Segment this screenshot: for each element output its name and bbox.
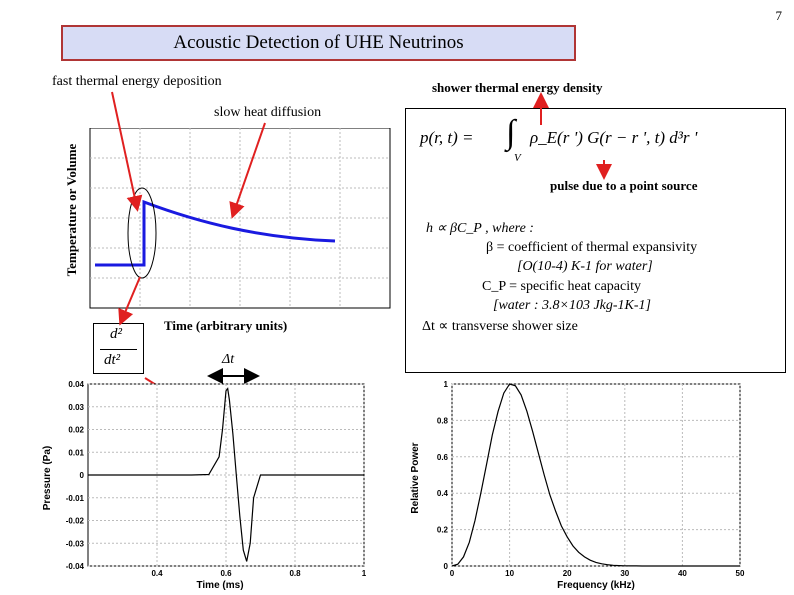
x-tick-label: 30 xyxy=(620,569,629,578)
page-number: 7 xyxy=(775,8,783,23)
y-tick-label: -0.03 xyxy=(66,539,85,548)
temperature-axis-label: Temperature or Volume xyxy=(64,143,79,277)
pressure-x-label: Time (ms) xyxy=(196,580,243,590)
shower-density-label: shower thermal energy density xyxy=(432,80,603,95)
y-tick-label: -0.02 xyxy=(66,517,85,526)
y-tick-label: 0.2 xyxy=(437,526,449,535)
x-tick-label: 1 xyxy=(362,569,367,578)
pressure-y-label: Pressure (Pa) xyxy=(42,446,53,510)
x-tick-label: 0 xyxy=(450,569,455,578)
pressure-series-line xyxy=(88,387,364,562)
x-tick-label: 10 xyxy=(505,569,514,578)
y-tick-label: 0.03 xyxy=(68,403,84,412)
info-line: [O(10-4) K-1 for water] xyxy=(517,259,653,274)
y-tick-label: 0 xyxy=(80,471,85,480)
info-line: β = coefficient of thermal expansivity xyxy=(486,240,698,255)
delta-t-label: Δt xyxy=(222,352,235,367)
x-tick-label: 40 xyxy=(678,569,687,578)
fast-deposition-label: fast thermal energy deposition xyxy=(52,74,222,89)
time-axis-label: Time (arbitrary units) xyxy=(164,318,288,333)
spectrum-series-line xyxy=(451,383,740,567)
info-line: C_P = specific heat capacity xyxy=(482,279,641,294)
info-box: h ∝ βC_P , where : β = coefficient of th… xyxy=(405,108,786,373)
pressure-formula: p(r, t) = ∫ V ρ_E(r ') G(r − r ', t) d³r… xyxy=(418,114,758,168)
spectrum-chart: 1 0.8 0.6 0.4 0.2 0 0 10 20 30 40 50 Frequency (kH… xyxy=(410,380,745,590)
y-tick-label: -0.01 xyxy=(66,494,85,503)
x-tick-label: 20 xyxy=(563,569,572,578)
integral-sign: ∫ xyxy=(506,114,516,151)
y-tick-label: -0.04 xyxy=(66,562,85,571)
derivative-numerator: d² xyxy=(110,326,122,342)
x-tick-label: 0.8 xyxy=(289,569,301,578)
y-tick-label: 0.6 xyxy=(437,453,449,462)
info-line: [water : 3.8×103 Jkg-1K-1] xyxy=(493,298,651,313)
y-tick-label: 1 xyxy=(444,380,449,389)
integral-subscript: V xyxy=(514,152,521,164)
formula-lhs: p(r, t) = xyxy=(420,128,474,147)
derivative-denominator: dt² xyxy=(104,352,121,368)
y-tick-label: 0.04 xyxy=(68,380,84,389)
slide-title: Acoustic Detection of UHE Neutrinos xyxy=(61,25,576,61)
y-tick-label: 0.02 xyxy=(68,426,84,435)
y-tick-label: 0.4 xyxy=(437,489,449,498)
spectrum-y-label: Relative Power xyxy=(410,442,421,513)
slow-diffusion-label: slow heat diffusion xyxy=(214,105,322,120)
pressure-chart: 0.04 0.03 0.02 0.01 0 -0.01 -0.02 -0.03 -0.04 0.… xyxy=(42,380,367,590)
x-tick-label: 50 xyxy=(736,569,745,578)
highlight-ellipse xyxy=(127,187,157,279)
temperature-schematic xyxy=(89,128,391,309)
temperature-curve xyxy=(95,199,336,267)
x-tick-label: 0.6 xyxy=(220,569,232,578)
info-line: h ∝ βC_P , where : xyxy=(426,221,534,236)
y-tick-label: 0 xyxy=(444,562,449,571)
formula-rhs: ρ_E(r ') G(r − r ', t) d³r ' xyxy=(530,128,698,147)
y-tick-label: 0.01 xyxy=(68,448,84,457)
y-tick-label: 0.8 xyxy=(437,416,449,425)
point-source-label: pulse due to a point source xyxy=(550,178,698,193)
info-line: Δt ∝ transverse shower size xyxy=(422,319,578,334)
x-tick-label: 0.4 xyxy=(151,569,163,578)
spectrum-x-label: Frequency (kHz) xyxy=(557,580,635,590)
second-derivative-box: d² dt² xyxy=(93,323,144,374)
